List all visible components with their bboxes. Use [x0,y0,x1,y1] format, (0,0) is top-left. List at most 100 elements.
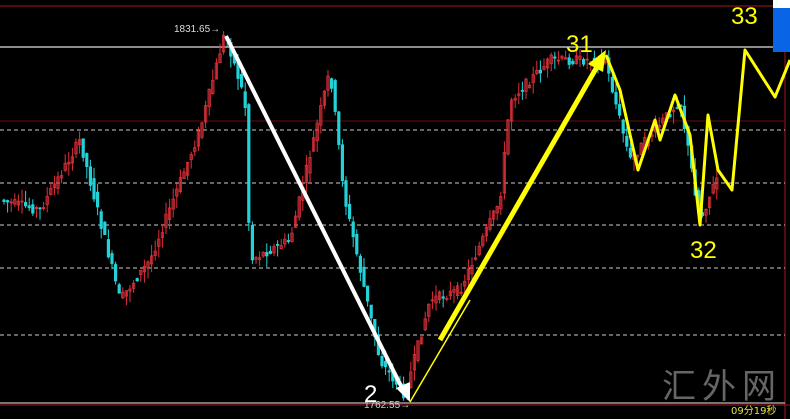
candle-body [42,207,46,209]
candle-body [351,221,355,238]
candle-body [247,104,251,223]
candle-body [34,207,39,209]
candle-body [189,154,193,161]
candle-body [477,245,481,256]
candle-body [495,206,499,214]
candle-body [99,211,103,229]
candle-body [211,79,215,94]
candle-body [157,238,161,247]
candle-body [582,59,586,65]
candle-body [60,175,64,179]
candle-body [531,74,535,84]
candle-body [409,371,413,389]
candle-body [31,204,35,214]
candle-body [88,166,92,186]
high-price-label: 1831.65→ [174,24,220,35]
candle-body [437,291,442,301]
candle-body [239,74,244,88]
candle-body [610,76,615,93]
candle-body [13,199,17,205]
candle-body [175,188,179,197]
candle-body [380,356,384,367]
candle-body [221,34,226,53]
candle-body [182,171,186,179]
up-arrow-line [437,63,601,342]
candle-body [452,289,456,293]
top-panel [773,0,790,8]
candle-body [290,232,294,242]
candle-body [193,147,197,152]
candle-body [484,226,489,237]
side-scroll-button[interactable] [773,8,790,52]
candle-body [117,284,121,294]
candle-body [329,78,334,89]
candle-body [542,65,546,70]
candle-body [6,200,10,203]
candle-body [520,89,525,92]
candle-body [560,55,564,59]
candle-body [502,152,507,194]
candle-body [308,157,312,174]
candle-body [481,235,485,247]
candle-body [254,257,258,260]
candle-body [430,299,435,302]
candle-body [419,336,424,345]
candle-body [218,53,222,64]
candle-body [268,250,273,254]
candle-body [96,191,100,208]
down-arrow-line [224,35,404,389]
candle-body [661,117,665,124]
candle-body [715,177,719,190]
candle-body [704,208,708,216]
candle-body [567,57,571,65]
candle-body [131,282,136,289]
candle-body [70,156,74,164]
candle-body [499,196,503,210]
candle-body [412,354,417,371]
candle-body [618,104,622,116]
candle-body [434,295,438,304]
yellow-zigzag-path [604,48,790,227]
candle-body [319,105,323,126]
candle-body [535,69,539,74]
candle-body [139,269,143,275]
candle-body [463,280,467,287]
candle-body [283,238,287,245]
candle-body [106,239,110,258]
candle-body [142,265,146,273]
watermark-logo: 汇外网 [662,367,782,407]
candle-body [92,178,96,200]
wave-label-33: 33 [731,3,758,30]
candle-body [369,304,373,319]
candle-body [45,196,49,205]
candle-body [297,196,301,218]
candle-body [272,246,276,254]
candle-body [625,135,629,147]
candle-body [383,360,388,368]
candle-body [78,139,82,146]
candle-body [441,296,445,299]
candle-body [171,198,175,210]
candle-body [153,250,157,256]
candle-body [128,288,132,292]
candle-body [473,257,478,260]
candle-body [146,261,150,269]
candle-body [427,303,431,317]
candle-body [517,93,521,96]
candle-body [203,105,208,123]
candle-body [110,253,114,264]
candle-body [528,84,532,89]
candle-body [74,141,78,155]
candle-body [546,58,550,69]
candle-body [344,180,348,207]
candle-body [63,162,67,171]
candle-body [488,218,492,230]
candle-body [67,161,71,165]
candle-body [121,291,125,299]
candle-body [574,55,579,65]
candle-body [56,176,60,189]
candle-body [322,90,327,106]
candle-body [243,91,247,108]
candle-body [214,62,218,80]
